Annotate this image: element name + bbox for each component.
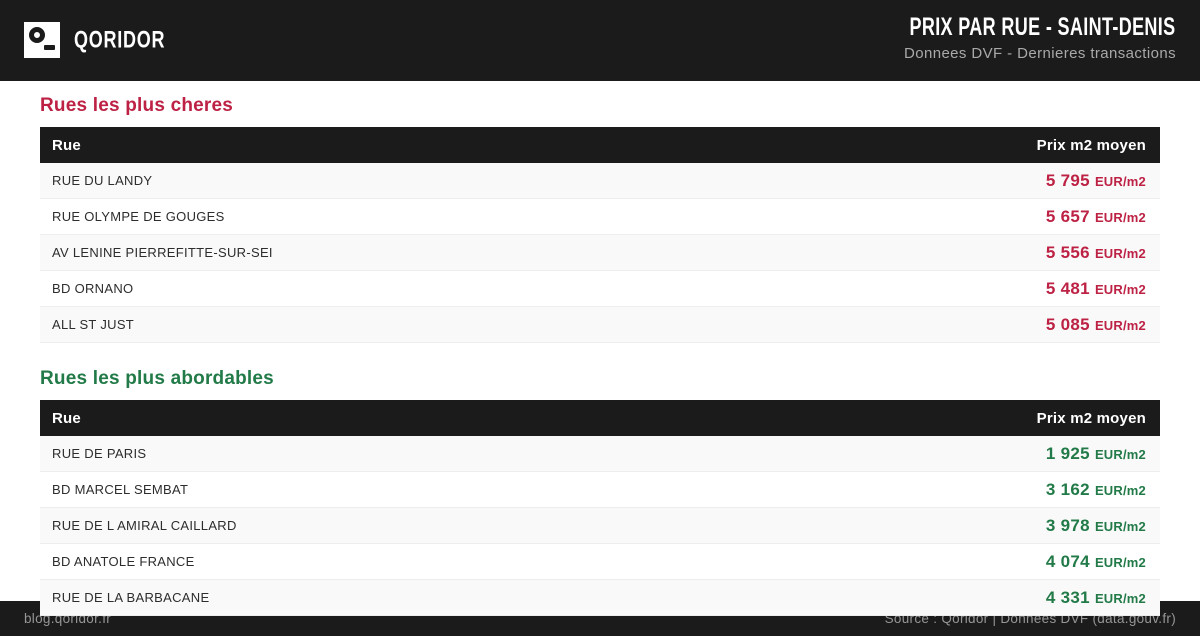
price-cell: 3 978 EUR/m2 (1046, 516, 1146, 536)
price-cell: 5 795 EUR/m2 (1046, 171, 1146, 191)
qoridor-logo[interactable] (24, 22, 60, 58)
affordable-streets-table: Rue Prix m2 moyen RUE DE PARIS 1 925 EUR/… (40, 400, 1160, 616)
price-cell: 5 481 EUR/m2 (1046, 279, 1146, 299)
q-ring-shape (29, 27, 45, 43)
street-name: RUE DE L AMIRAL CAILLARD (52, 518, 237, 533)
table-row: ALL ST JUST 5 085 EUR/m2 (40, 307, 1160, 343)
street-name: RUE DE LA BARBACANE (52, 590, 210, 605)
price-cell: 4 331 EUR/m2 (1046, 588, 1146, 608)
section-affordable-streets: Rues les plus abordables Rue Prix m2 moy… (40, 368, 1160, 616)
price-unit: EUR/m2 (1094, 209, 1146, 225)
table-row: BD ANATOLE FRANCE 4 074 EUR/m2 (40, 544, 1160, 580)
column-header-street: Rue (52, 409, 81, 427)
price-unit: EUR/m2 (1094, 173, 1146, 189)
price-unit: EUR/m2 (1094, 590, 1146, 606)
column-header-street: Rue (52, 136, 81, 154)
table-row: RUE DE PARIS 1 925 EUR/m2 (40, 436, 1160, 472)
price-cell: 4 074 EUR/m2 (1046, 552, 1146, 572)
price-unit: EUR/m2 (1094, 554, 1146, 570)
street-name: ALL ST JUST (52, 317, 135, 332)
section-title-affordable: Rues les plus abordables (40, 368, 274, 389)
table-row: RUE DU LANDY 5 795 EUR/m2 (40, 163, 1160, 199)
section-expensive-streets: Rues les plus cheres Rue Prix m2 moyen R… (40, 95, 1160, 343)
column-header-price: Prix m2 moyen (1036, 409, 1146, 427)
app-header: QORIDOR PRIX PAR RUE - SAINT-DENIS Donne… (0, 0, 1200, 81)
price-value: 4 331 (1045, 587, 1090, 607)
brand-name: QORIDOR (74, 25, 166, 53)
table-row: BD ORNANO 5 481 EUR/m2 (40, 271, 1160, 307)
page-title: PRIX PAR RUE - SAINT-DENIS (909, 13, 1176, 41)
price-cell: 5 085 EUR/m2 (1046, 315, 1146, 335)
column-header-price: Prix m2 moyen (1036, 136, 1146, 154)
page-subtitle: Donnees DVF - Dernieres transactions (903, 45, 1176, 62)
price-value: 5 556 (1045, 242, 1090, 262)
price-unit: EUR/m2 (1094, 482, 1146, 498)
header-title-block: PRIX PAR RUE - SAINT-DENIS Donnees DVF -… (806, 13, 1176, 62)
price-cell: 5 657 EUR/m2 (1046, 207, 1146, 227)
price-value: 5 481 (1045, 278, 1090, 298)
street-name: RUE DE PARIS (52, 446, 147, 461)
price-unit: EUR/m2 (1094, 446, 1146, 462)
price-unit: EUR/m2 (1094, 518, 1146, 534)
table-row: RUE DE LA BARBACANE 4 331 EUR/m2 (40, 580, 1160, 616)
street-name: AV LENINE PIERREFITTE-SUR-SEI (52, 245, 273, 260)
street-name: RUE OLYMPE DE GOUGES (52, 209, 225, 224)
q-logo-icon (29, 27, 55, 53)
street-name: BD ORNANO (52, 281, 134, 296)
price-cell: 1 925 EUR/m2 (1046, 444, 1146, 464)
price-value: 5 657 (1045, 206, 1090, 226)
expensive-streets-table: Rue Prix m2 moyen RUE DU LANDY 5 795 EUR/… (40, 127, 1160, 343)
price-cell: 5 556 EUR/m2 (1046, 243, 1146, 263)
street-name: RUE DU LANDY (52, 173, 153, 188)
table-row: RUE OLYMPE DE GOUGES 5 657 EUR/m2 (40, 199, 1160, 235)
price-unit: EUR/m2 (1094, 245, 1146, 261)
price-value: 4 074 (1045, 551, 1090, 571)
table-header-row: Rue Prix m2 moyen (40, 400, 1160, 436)
q-tail-shape (44, 45, 55, 50)
street-name: BD ANATOLE FRANCE (52, 554, 195, 569)
table-header-row: Rue Prix m2 moyen (40, 127, 1160, 163)
main-content: Rues les plus cheres Rue Prix m2 moyen R… (40, 95, 1160, 616)
price-value: 5 795 (1045, 170, 1090, 190)
table-row: AV LENINE PIERREFITTE-SUR-SEI 5 556 EUR/m… (40, 235, 1160, 271)
price-unit: EUR/m2 (1094, 317, 1146, 333)
table-row: RUE DE L AMIRAL CAILLARD 3 978 EUR/m2 (40, 508, 1160, 544)
price-unit: EUR/m2 (1094, 281, 1146, 297)
price-value: 3 162 (1045, 479, 1090, 499)
table-row: BD MARCEL SEMBAT 3 162 EUR/m2 (40, 472, 1160, 508)
section-title-expensive: Rues les plus cheres (40, 95, 234, 116)
price-value: 3 978 (1045, 515, 1090, 535)
price-cell: 3 162 EUR/m2 (1046, 480, 1146, 500)
price-value: 1 925 (1045, 443, 1090, 463)
price-value: 5 085 (1045, 314, 1090, 334)
street-name: BD MARCEL SEMBAT (52, 482, 189, 497)
